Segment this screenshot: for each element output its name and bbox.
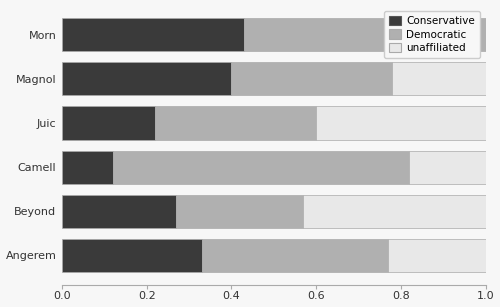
Bar [113,150,410,184]
Bar [155,107,316,139]
Bar [62,150,113,184]
Bar [202,239,388,272]
Bar [304,195,486,228]
Bar [176,195,304,228]
Bar [244,18,486,51]
Bar [62,239,202,272]
Bar [62,62,232,95]
Bar [388,239,486,272]
Bar [62,18,244,51]
Bar [62,195,176,228]
Bar [392,62,486,95]
Bar [62,107,155,139]
Bar [232,62,392,95]
Legend: Conservative, Democratic, unaffiliated: Conservative, Democratic, unaffiliated [384,11,480,58]
Bar [316,107,486,139]
Bar [410,150,486,184]
